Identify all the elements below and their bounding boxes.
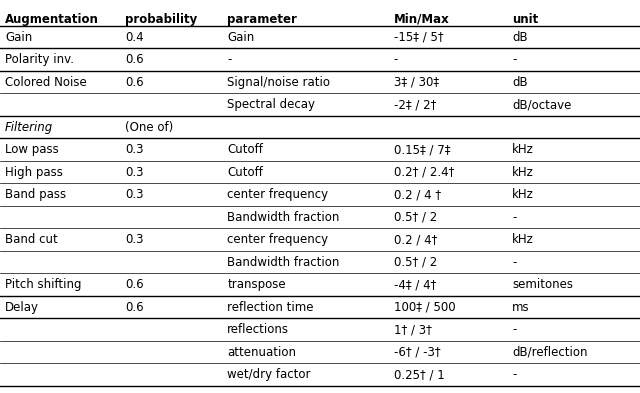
Text: Band cut: Band cut [5, 233, 58, 246]
Text: Signal/noise ratio: Signal/noise ratio [227, 76, 330, 89]
Text: -: - [512, 53, 516, 66]
Text: Bandwidth fraction: Bandwidth fraction [227, 256, 340, 269]
Text: transpose: transpose [227, 278, 286, 291]
Text: 0.3: 0.3 [125, 166, 143, 179]
Text: Bandwidth fraction: Bandwidth fraction [227, 211, 340, 224]
Text: 0.2† / 2.4†: 0.2† / 2.4† [394, 166, 454, 179]
Text: -: - [512, 323, 516, 336]
Text: Spectral decay: Spectral decay [227, 98, 315, 111]
Text: 0.5† / 2: 0.5† / 2 [394, 256, 437, 269]
Text: 0.2 / 4 †: 0.2 / 4 † [394, 188, 441, 201]
Text: 0.2 / 4†: 0.2 / 4† [394, 233, 437, 246]
Text: dB: dB [512, 31, 527, 44]
Text: 0.6: 0.6 [125, 76, 143, 89]
Text: 0.6: 0.6 [125, 301, 143, 314]
Text: -15‡ / 5†: -15‡ / 5† [394, 31, 444, 44]
Text: 0.25† / 1: 0.25† / 1 [394, 368, 444, 381]
Text: unit: unit [512, 13, 538, 26]
Text: 0.5† / 2: 0.5† / 2 [394, 211, 437, 224]
Text: wet/dry factor: wet/dry factor [227, 368, 310, 381]
Text: 0.6: 0.6 [125, 53, 143, 66]
Text: -6† / -3†: -6† / -3† [394, 346, 440, 359]
Text: kHz: kHz [512, 143, 534, 156]
Text: 0.15‡ / 7‡: 0.15‡ / 7‡ [394, 143, 450, 156]
Text: center frequency: center frequency [227, 233, 328, 246]
Text: Low pass: Low pass [5, 143, 59, 156]
Text: dB: dB [512, 76, 527, 89]
Text: semitones: semitones [512, 278, 573, 291]
Text: Band pass: Band pass [5, 188, 67, 201]
Text: Pitch shifting: Pitch shifting [5, 278, 82, 291]
Text: -4‡ / 4†: -4‡ / 4† [394, 278, 436, 291]
Text: Delay: Delay [5, 301, 39, 314]
Text: Polarity inv.: Polarity inv. [5, 53, 74, 66]
Text: kHz: kHz [512, 166, 534, 179]
Text: Min/Max: Min/Max [394, 13, 449, 26]
Text: kHz: kHz [512, 233, 534, 246]
Text: 0.3: 0.3 [125, 233, 143, 246]
Text: (One of): (One of) [125, 121, 173, 134]
Text: 0.4: 0.4 [125, 31, 143, 44]
Text: reflection time: reflection time [227, 301, 314, 314]
Text: Gain: Gain [5, 31, 33, 44]
Text: 0.3: 0.3 [125, 143, 143, 156]
Text: 3‡ / 30‡: 3‡ / 30‡ [394, 76, 439, 89]
Text: 100‡ / 500: 100‡ / 500 [394, 301, 455, 314]
Text: dB/octave: dB/octave [512, 98, 572, 111]
Text: ms: ms [512, 301, 530, 314]
Text: Cutoff: Cutoff [227, 143, 263, 156]
Text: dB/reflection: dB/reflection [512, 346, 588, 359]
Text: reflections: reflections [227, 323, 289, 336]
Text: Augmentation: Augmentation [5, 13, 99, 26]
Text: -: - [512, 211, 516, 224]
Text: 1† / 3†: 1† / 3† [394, 323, 431, 336]
Text: -: - [394, 53, 398, 66]
Text: Gain: Gain [227, 31, 255, 44]
Text: 0.6: 0.6 [125, 278, 143, 291]
Text: attenuation: attenuation [227, 346, 296, 359]
Text: Filtering: Filtering [5, 121, 53, 134]
Text: Cutoff: Cutoff [227, 166, 263, 179]
Text: parameter: parameter [227, 13, 297, 26]
Text: 0.3: 0.3 [125, 188, 143, 201]
Text: Colored Noise: Colored Noise [5, 76, 87, 89]
Text: kHz: kHz [512, 188, 534, 201]
Text: -: - [227, 53, 232, 66]
Text: -: - [512, 368, 516, 381]
Text: -: - [512, 256, 516, 269]
Text: center frequency: center frequency [227, 188, 328, 201]
Text: -2‡ / 2†: -2‡ / 2† [394, 98, 436, 111]
Text: probability: probability [125, 13, 197, 26]
Text: High pass: High pass [5, 166, 63, 179]
